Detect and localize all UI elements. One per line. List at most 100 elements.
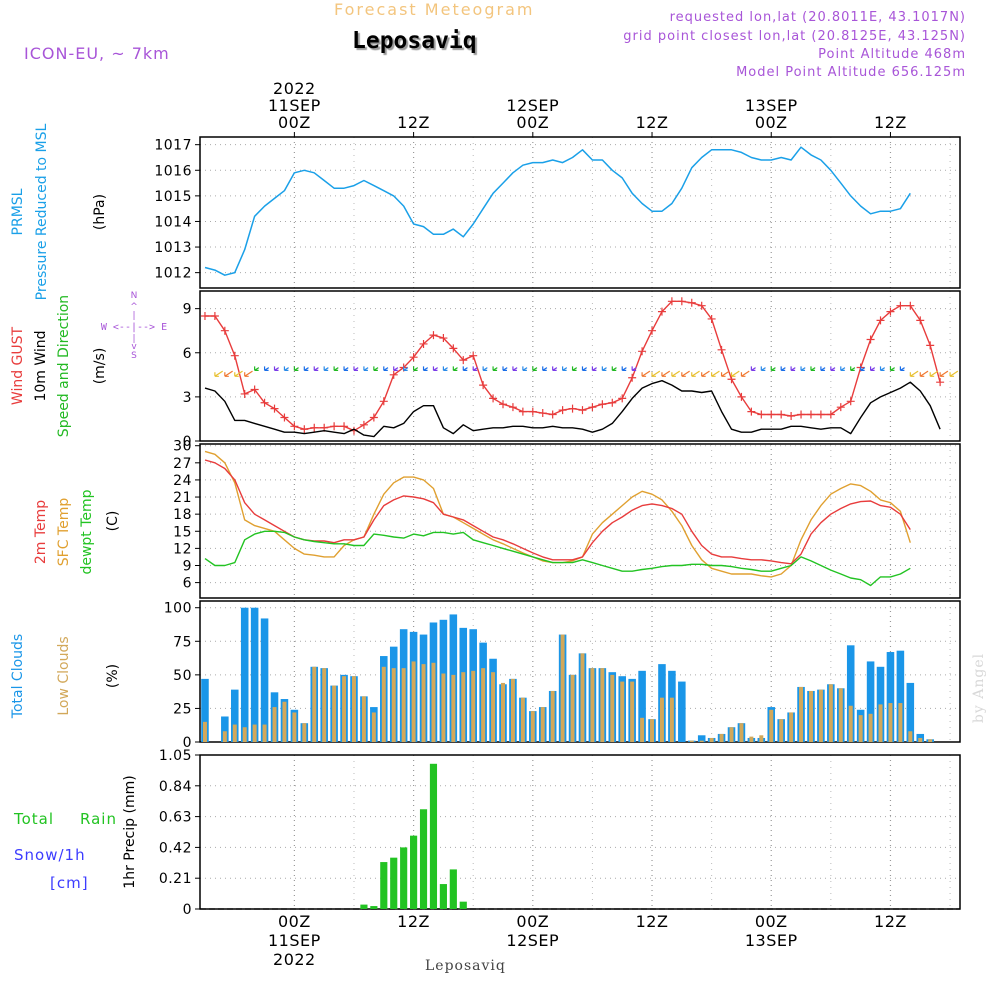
gust-marker [330, 422, 339, 431]
wind-direction-arrow [730, 370, 740, 377]
rain-bar [429, 763, 438, 909]
low-cloud-bar [898, 703, 903, 742]
gust-marker [280, 413, 289, 422]
low-cloud-bar [918, 737, 923, 742]
y-tick-label: 50 [173, 668, 192, 684]
low-cloud-bar [570, 674, 575, 742]
y-tick-label: 0 [183, 735, 192, 751]
gust-marker [508, 403, 517, 412]
low-cloud-bar [699, 740, 704, 742]
low-cloud-bar [391, 668, 396, 742]
time-label-top: 12Z [397, 113, 430, 132]
time-label-bottom: 12Z [636, 912, 669, 931]
rain-bar [390, 857, 398, 909]
low-cloud-bar [252, 724, 257, 742]
gust-marker [409, 353, 418, 362]
wind-direction-arrow [909, 370, 919, 377]
time-label-bottom: 12Z [397, 912, 430, 931]
low-cloud-bar [401, 668, 406, 742]
total-cloud-bar [230, 689, 239, 742]
chart-subtitle: Forecast Meteogram [334, 0, 535, 19]
time-label-bottom: 00Z [755, 912, 788, 931]
rain-bar [439, 884, 447, 909]
time-label-bottom: 13SEP [745, 931, 798, 950]
total-cloud-bar [678, 681, 686, 742]
total-cloud-bar [846, 645, 855, 742]
low-cloud-bar [620, 681, 625, 742]
low-cloud-bar [888, 703, 893, 742]
total-cloud-bar [906, 682, 915, 742]
low-cloud-label: Low Clouds [56, 636, 72, 715]
gust-marker [449, 344, 458, 353]
gust-marker [787, 412, 796, 420]
wind-direction-arrow [850, 366, 856, 372]
low-cloud-bar [282, 701, 287, 742]
gust-marker [667, 297, 676, 306]
wind-direction-arrow [393, 366, 399, 372]
wind-direction-arrow [790, 366, 796, 372]
gust-marker [429, 331, 438, 340]
total-cloud-bar [201, 678, 209, 742]
gust-marker [638, 347, 647, 356]
y-tick-label: 18 [173, 507, 192, 523]
gust-marker [200, 312, 209, 320]
low-cloud-bar [630, 681, 635, 742]
wind-direction-arrow [333, 366, 339, 372]
precip-unit: 1hr Precip (mm) [122, 775, 138, 888]
low-cloud-bar [332, 685, 337, 742]
low-cloud-bar [610, 674, 615, 742]
low-cloud-bar [650, 719, 655, 742]
snow-unit: [cm] [50, 874, 89, 892]
title-block: Forecast Meteogram Leposaviq ICON-EU, ~ … [0, 0, 1000, 90]
wind-direction-arrow [462, 366, 468, 372]
rain-bar [380, 862, 388, 909]
time-label-top: 00Z [278, 113, 311, 132]
gust-marker [538, 409, 547, 418]
wind-direction-arrow [343, 366, 349, 372]
wind-direction-arrow [621, 366, 627, 372]
time-label-top: 2022 [273, 79, 316, 98]
low-cloud-bar [302, 723, 307, 742]
y-tick-label: 0.21 [159, 871, 192, 887]
wind-direction-arrow [740, 370, 750, 377]
wind-direction-arrow [869, 366, 876, 372]
gust-marker [806, 410, 815, 419]
wind-direction-arrow [283, 366, 289, 372]
wind-direction-arrow [412, 366, 419, 372]
gust-marker [210, 312, 219, 320]
gust-marker [737, 392, 746, 401]
wind-direction-arrow [492, 366, 498, 372]
gust-marker [657, 307, 666, 316]
rain-bar [360, 904, 368, 909]
total-cloud-bar [886, 652, 895, 742]
time-label-bottom: 2022 [273, 950, 316, 969]
wind-direction-arrow [899, 366, 905, 372]
total-cloud-bar [638, 670, 646, 742]
wind-direction-arrow [601, 366, 607, 372]
low-cloud-bar [719, 733, 724, 742]
low-cloud-bar [371, 712, 376, 742]
gust-marker [707, 314, 716, 323]
temp-2m-line [204, 459, 911, 565]
low-cloud-bar [262, 724, 267, 742]
time-label-top: 13SEP [745, 96, 798, 115]
direction-label: Speed and Direction [56, 295, 72, 437]
wind-direction-arrow [552, 366, 558, 372]
y-tick-label: 0.84 [159, 779, 192, 795]
wind-direction-arrow [224, 370, 233, 377]
wind-direction-arrow [860, 366, 866, 372]
snow-label: Snow/1h [14, 846, 86, 864]
low-cloud-bar [481, 668, 486, 742]
rain-bar [400, 847, 408, 909]
low-cloud-bar [828, 684, 833, 742]
panel-frame-pressure [199, 136, 961, 289]
y-tick-label: 1016 [154, 163, 192, 179]
point-altitude: Point Altitude 468m [818, 47, 966, 62]
wind-direction-arrow [403, 366, 409, 372]
low-cloud-bar [669, 697, 674, 742]
wind-direction-arrow [780, 366, 786, 372]
y-tick-label: 1015 [154, 189, 192, 205]
pressure-label: Pressure Reduced to MSL [34, 123, 50, 300]
gust-marker [916, 316, 925, 325]
